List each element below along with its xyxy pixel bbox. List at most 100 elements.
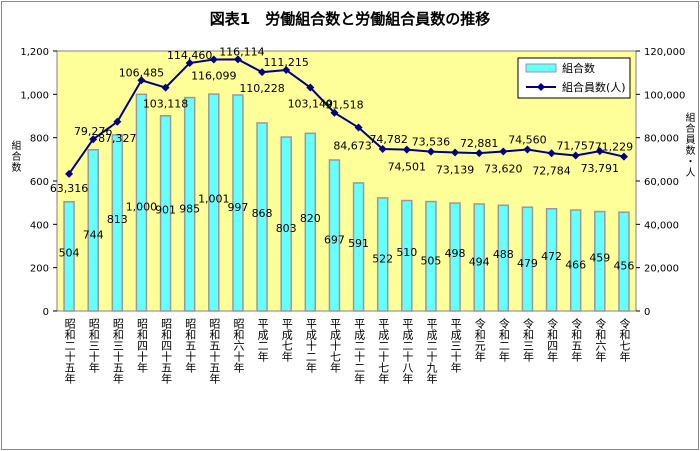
line-data-label: 71,229 — [595, 141, 634, 154]
bar — [328, 159, 341, 312]
bar-data-label: 813 — [107, 213, 128, 226]
line-data-label: 72,881 — [460, 137, 499, 150]
bar-data-label: 591 — [348, 237, 369, 250]
category-label: 昭和五十五年 — [207, 318, 221, 384]
line-data-label: 74,782 — [369, 133, 408, 146]
line-data-label: 114,460 — [167, 49, 213, 62]
bar — [63, 201, 75, 312]
line-data-label: 106,485 — [119, 66, 165, 79]
chart-title: 図表1 労働組合数と労働組合員数の推移 — [209, 10, 491, 28]
bar — [352, 182, 365, 312]
category-label: 昭和三十五年 — [111, 318, 125, 384]
category-label: 平成二十二年 — [352, 318, 366, 384]
line-data-label: 73,536 — [412, 136, 451, 149]
bar-data-label: 1,000 — [126, 201, 158, 214]
line-data-label: 73,620 — [484, 162, 523, 175]
bar-data-label: 997 — [227, 201, 248, 214]
category-label: 平成二年 — [256, 318, 270, 362]
line-series — [68, 58, 625, 175]
category-label: 平成七年 — [280, 318, 294, 362]
line-marker — [547, 149, 556, 158]
line-marker — [354, 123, 363, 132]
bar — [473, 203, 485, 312]
line-data-label: 74,560 — [508, 133, 547, 146]
bar — [521, 206, 534, 312]
line-data-label: 111,215 — [263, 56, 309, 69]
bar-data-label: 498 — [445, 247, 466, 260]
bar — [449, 202, 461, 312]
bar-data-label: 868 — [252, 207, 273, 220]
line-data-label: 103,118 — [143, 98, 189, 111]
category-label: 令和七年 — [617, 318, 631, 362]
category-label: 平成十二年 — [304, 318, 318, 373]
legend-label-bar: 組合数 — [562, 61, 595, 75]
bar — [401, 199, 413, 312]
bar-data-label: 522 — [372, 252, 393, 265]
bar — [256, 122, 268, 312]
bar — [87, 149, 99, 312]
line-marker — [113, 117, 122, 126]
left-tick-label: 0 — [43, 307, 49, 318]
line-marker — [185, 59, 194, 68]
bar-data-label: 479 — [517, 257, 538, 270]
line-marker — [499, 147, 508, 156]
bar — [208, 93, 220, 312]
bar-data-label: 820 — [300, 212, 321, 225]
line-marker — [282, 66, 291, 75]
line-marker — [523, 145, 532, 154]
bar-data-label: 901 — [155, 203, 176, 216]
line-marker — [451, 148, 460, 157]
bar-data-label: 459 — [589, 251, 610, 264]
left-tick-label: 1,200 — [20, 47, 49, 58]
line-data-label: 84,673 — [333, 140, 372, 153]
line-marker — [209, 55, 218, 64]
line-data-label: 87,327 — [98, 132, 137, 145]
bar-data-label: 494 — [469, 255, 490, 268]
line-marker — [306, 83, 315, 92]
left-tick-label: 800 — [30, 134, 49, 145]
right-tick-label: 20,000 — [644, 264, 679, 275]
legend-bar-swatch — [525, 63, 557, 73]
left-tick-label: 200 — [30, 264, 49, 275]
line-marker — [233, 55, 242, 64]
right-tick-label: 100,000 — [644, 90, 685, 101]
line-marker — [330, 108, 339, 117]
right-tick-label: 0 — [644, 307, 650, 318]
left-tick-label: 400 — [30, 220, 49, 231]
legend-line-marker — [537, 83, 545, 91]
category-label: 平成二十七年 — [376, 318, 390, 384]
bar — [111, 134, 124, 312]
line-marker — [571, 151, 580, 160]
right-tick-label: 80,000 — [644, 134, 679, 145]
line-marker — [475, 149, 484, 158]
bar — [280, 136, 292, 312]
line-data-label: 116,099 — [191, 69, 237, 82]
line-data-label: 103,149 — [288, 98, 334, 111]
line-marker — [89, 135, 98, 144]
line-data-label: 79,276 — [74, 125, 113, 138]
line-marker — [161, 83, 170, 92]
right-tick-label: 40,000 — [644, 220, 679, 231]
bar-data-label: 472 — [541, 250, 562, 263]
left-axis-label: 組合数 — [9, 140, 20, 173]
right-axis-label: 組合員数・人 — [683, 112, 694, 178]
line-data-label: 116,114 — [219, 45, 265, 58]
line-data-label: 73,791 — [581, 162, 620, 175]
line-data-label: 72,784 — [532, 164, 571, 177]
bar-data-label: 803 — [276, 222, 297, 235]
line-data-label: 110,228 — [239, 82, 285, 95]
left-tick-label: 600 — [30, 177, 49, 188]
line-marker — [378, 144, 387, 153]
category-label: 平成二十九年 — [424, 318, 438, 384]
bar — [569, 209, 582, 312]
line-marker — [65, 169, 74, 178]
category-label: 令和六年 — [593, 318, 607, 362]
category-label: 昭和二十五年 — [63, 318, 77, 384]
legend-label-line: 組合員数(人) — [562, 80, 626, 94]
line-data-label: 71,757 — [556, 140, 595, 153]
line-marker — [258, 68, 267, 77]
bar-data-label: 1,001 — [198, 193, 230, 206]
line-data-label: 91,518 — [325, 99, 364, 112]
right-tick-label: 60,000 — [644, 177, 679, 188]
line-marker — [595, 147, 604, 156]
